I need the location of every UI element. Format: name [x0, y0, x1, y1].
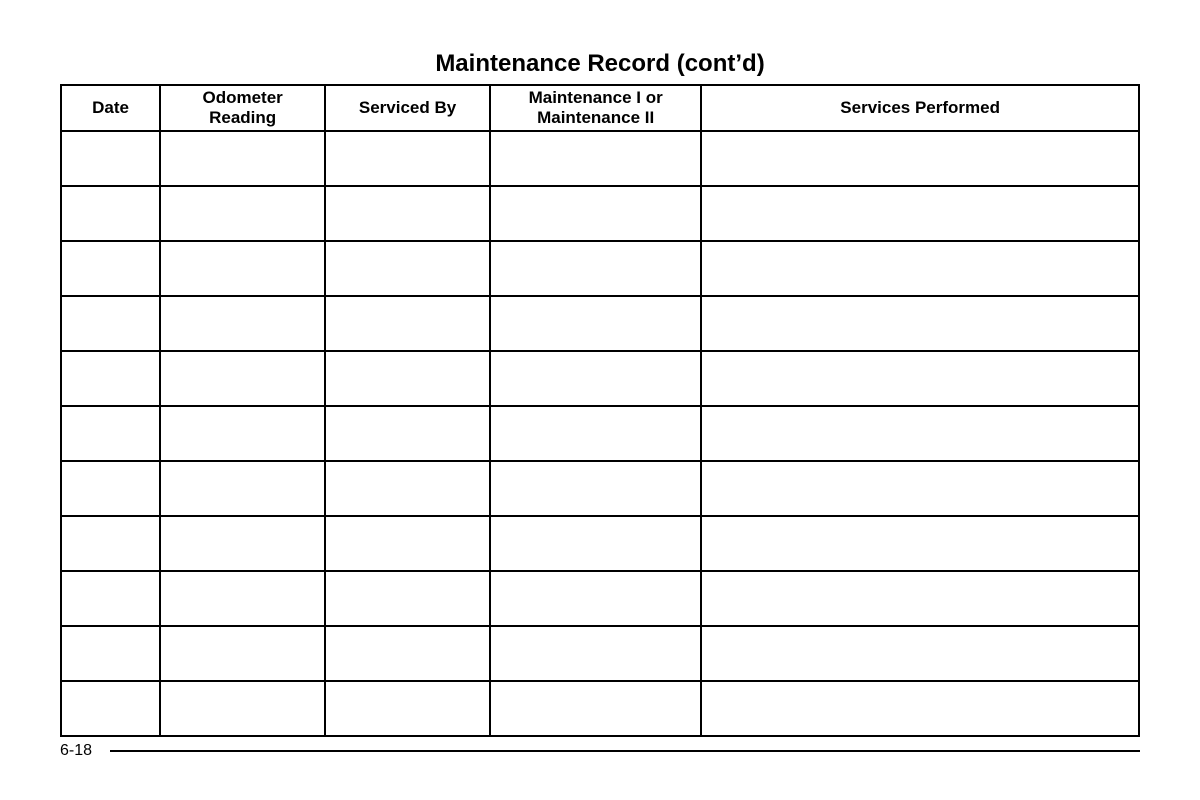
cell-serviced	[325, 186, 490, 241]
cell-date	[61, 131, 160, 186]
table-row	[61, 516, 1139, 571]
cell-date	[61, 241, 160, 296]
cell-odometer	[160, 571, 325, 626]
col-header-date-line1: Date	[92, 98, 129, 117]
table-header-row: Date Odometer Reading Serviced By Mainte…	[61, 85, 1139, 131]
cell-maint	[490, 186, 701, 241]
col-header-maintenance-line2: Maintenance II	[537, 108, 654, 127]
table-row	[61, 461, 1139, 516]
cell-services	[701, 241, 1139, 296]
cell-maint	[490, 351, 701, 406]
cell-odometer	[160, 296, 325, 351]
cell-services	[701, 461, 1139, 516]
page-number: 6-18	[60, 742, 110, 760]
page-container: Maintenance Record (cont’d) Date Odomete…	[0, 0, 1200, 800]
cell-services	[701, 516, 1139, 571]
col-header-services: Services Performed	[701, 85, 1139, 131]
cell-date	[61, 296, 160, 351]
table-body	[61, 131, 1139, 736]
table-row	[61, 186, 1139, 241]
cell-odometer	[160, 461, 325, 516]
cell-maint	[490, 626, 701, 681]
cell-serviced	[325, 296, 490, 351]
col-header-services-line1: Services Performed	[840, 98, 1000, 117]
cell-serviced	[325, 516, 490, 571]
cell-odometer	[160, 681, 325, 736]
cell-date	[61, 681, 160, 736]
cell-services	[701, 681, 1139, 736]
cell-maint	[490, 461, 701, 516]
col-header-odometer-line2: Reading	[209, 108, 276, 127]
cell-serviced	[325, 406, 490, 461]
cell-odometer	[160, 241, 325, 296]
cell-serviced	[325, 241, 490, 296]
page-footer: 6-18	[60, 742, 1140, 760]
cell-odometer	[160, 406, 325, 461]
cell-services	[701, 296, 1139, 351]
col-header-maintenance: Maintenance I or Maintenance II	[490, 85, 701, 131]
cell-serviced	[325, 461, 490, 516]
cell-services	[701, 351, 1139, 406]
cell-maint	[490, 571, 701, 626]
cell-odometer	[160, 131, 325, 186]
cell-services	[701, 626, 1139, 681]
table-row	[61, 406, 1139, 461]
cell-serviced	[325, 571, 490, 626]
cell-maint	[490, 241, 701, 296]
table-row	[61, 241, 1139, 296]
cell-maint	[490, 516, 701, 571]
cell-odometer	[160, 186, 325, 241]
cell-serviced	[325, 131, 490, 186]
table-row	[61, 131, 1139, 186]
table-row	[61, 626, 1139, 681]
col-header-odometer: Odometer Reading	[160, 85, 325, 131]
cell-date	[61, 406, 160, 461]
cell-maint	[490, 296, 701, 351]
cell-serviced	[325, 626, 490, 681]
cell-odometer	[160, 626, 325, 681]
cell-services	[701, 406, 1139, 461]
cell-serviced	[325, 681, 490, 736]
cell-odometer	[160, 351, 325, 406]
cell-date	[61, 626, 160, 681]
cell-date	[61, 571, 160, 626]
cell-services	[701, 186, 1139, 241]
cell-maint	[490, 131, 701, 186]
cell-services	[701, 571, 1139, 626]
cell-serviced	[325, 351, 490, 406]
cell-date	[61, 186, 160, 241]
table-row	[61, 681, 1139, 736]
cell-maint	[490, 406, 701, 461]
col-header-date: Date	[61, 85, 160, 131]
col-header-maintenance-line1: Maintenance I or	[529, 88, 663, 107]
cell-odometer	[160, 516, 325, 571]
cell-services	[701, 131, 1139, 186]
col-header-serviced-line1: Serviced By	[359, 98, 456, 117]
page-title: Maintenance Record (cont’d)	[60, 50, 1140, 78]
table-row	[61, 571, 1139, 626]
cell-date	[61, 461, 160, 516]
col-header-odometer-line1: Odometer	[202, 88, 282, 107]
col-header-serviced: Serviced By	[325, 85, 490, 131]
cell-date	[61, 516, 160, 571]
table-row	[61, 296, 1139, 351]
footer-rule	[110, 750, 1140, 752]
cell-maint	[490, 681, 701, 736]
table-row	[61, 351, 1139, 406]
maintenance-record-table: Date Odometer Reading Serviced By Mainte…	[60, 84, 1140, 737]
cell-date	[61, 351, 160, 406]
